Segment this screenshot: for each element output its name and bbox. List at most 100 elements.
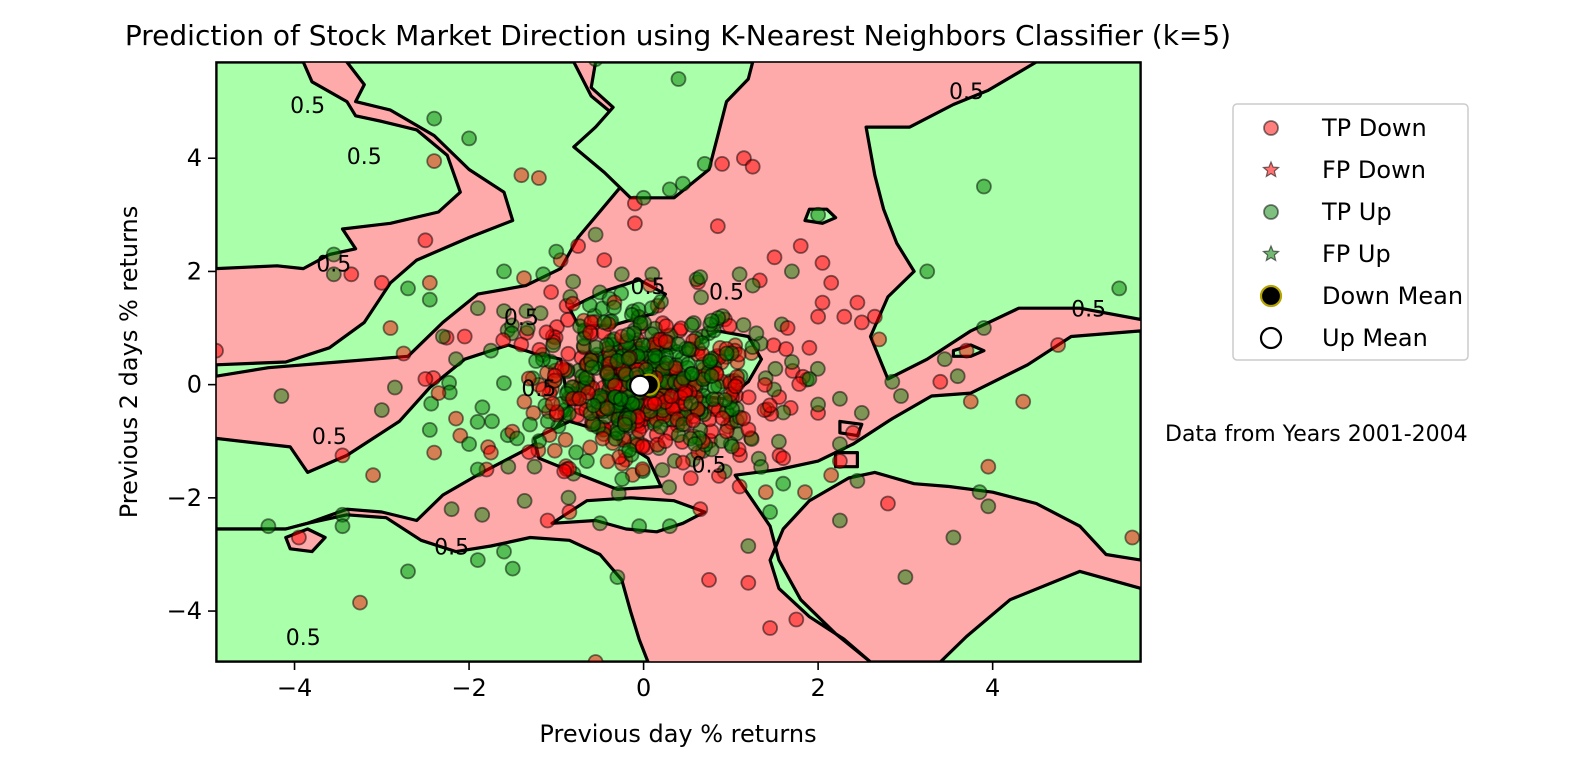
y-axis-label: Previous 2 days % returns [115,206,143,519]
tp-down-point [775,450,792,467]
tp-down-point [740,574,757,591]
tp-down-point [382,320,399,336]
tp-up-point [496,303,512,320]
cloud-point [614,471,631,488]
tp-up-point [696,155,713,172]
legend-box [1232,103,1469,361]
tp-up-point [325,246,342,263]
tp-up-point [386,379,403,396]
cloud-point [767,360,784,377]
cloud-point [519,320,536,337]
cloud-point [610,485,627,502]
tp-down-point [814,254,831,271]
tp-up-point [443,501,460,518]
cloud-point [757,376,773,393]
cloud-point [646,395,663,412]
tp-up-point [919,263,936,280]
contour-label: 0.5 [692,453,727,478]
tp-down-point [814,294,831,311]
tp-up-point [400,280,416,297]
tp-down-point [797,484,813,501]
x-tick-label: 4 [985,674,1000,702]
cloud-point [621,442,638,459]
y-tick-label: 0 [187,371,202,399]
cloud-point [588,339,604,356]
cloud-point [582,324,598,341]
tp-up-point [496,543,512,560]
tp-up-point [853,404,870,421]
tp-up-point [325,266,342,283]
cloud-point [727,378,744,395]
cloud-point [599,453,616,470]
cloud-point [544,395,561,412]
tp-down-point [1050,337,1066,353]
contour-label: 0.5 [1071,298,1106,323]
cloud-point [599,365,616,382]
contour-label: 0.5 [631,275,666,300]
cloud-point [546,367,563,384]
tp-down-point [788,611,805,628]
cloud-point [495,375,512,392]
legend-marker-fp-up [1261,244,1281,262]
tp-down-point [932,373,949,390]
cloud-point [535,381,551,398]
tp-down-point [757,484,774,501]
tp-down-point [962,393,979,410]
tp-down-point [871,331,888,348]
cloud-point [522,416,538,433]
tp-up-point [949,368,966,385]
tp-up-point [609,569,626,585]
cloud-point [474,399,491,416]
y-tick-label: 2 [187,257,202,285]
cloud-point [516,492,533,509]
cloud-point [683,395,699,412]
tp-down-point [421,274,438,291]
legend-label-fp-up: FP Up [1322,240,1391,268]
tp-up-point [469,461,486,478]
tp-up-point [613,266,630,283]
tp-down-point [853,314,870,331]
cloud-point [702,353,719,369]
tp-up-point [849,472,866,489]
cloud-point [657,433,674,450]
plot-frame [215,61,1142,663]
cloud-point [513,336,530,353]
tp-down-point [417,232,434,249]
legend-label-down-mean: Down Mean [1322,282,1463,310]
cloud-point [543,284,559,301]
cloud-point [657,333,674,350]
contour-label: 0.5 [521,377,556,402]
region-up-5 [733,329,1141,662]
cloud-point [560,489,577,506]
scatter-points [216,62,1141,662]
tp-down-point [692,501,709,518]
cloud-point [654,462,671,478]
cloud-point [681,341,697,358]
cloud-point [717,391,733,408]
tp-down-point [810,308,826,325]
cloud-point [528,353,544,369]
legend-marker-fp-down [1261,160,1281,178]
tp-up-point [474,506,491,523]
cloud-point [647,347,663,364]
tp-up-point [801,371,818,387]
cloud-point [568,444,584,461]
tp-up-point [832,390,848,407]
cloud-point [684,365,700,382]
cloud-point [620,350,637,367]
legend-marker-tp-down [1263,120,1279,136]
cloud-point [809,360,826,377]
cloud-point [620,326,636,343]
tp-up-point [976,320,992,336]
y-tick-label: 4 [187,144,202,172]
tp-down-point [426,153,443,170]
tp-down-point [531,170,547,186]
cloud-point [658,318,674,335]
cloud-point [683,316,700,333]
y-tick-label: −4 [167,597,202,625]
cloud-point [516,393,533,410]
tp-up-point [469,300,486,317]
tp-up-point [692,269,709,286]
y-tick-label: −2 [167,484,202,512]
contour-label: 0.5 [290,94,325,119]
